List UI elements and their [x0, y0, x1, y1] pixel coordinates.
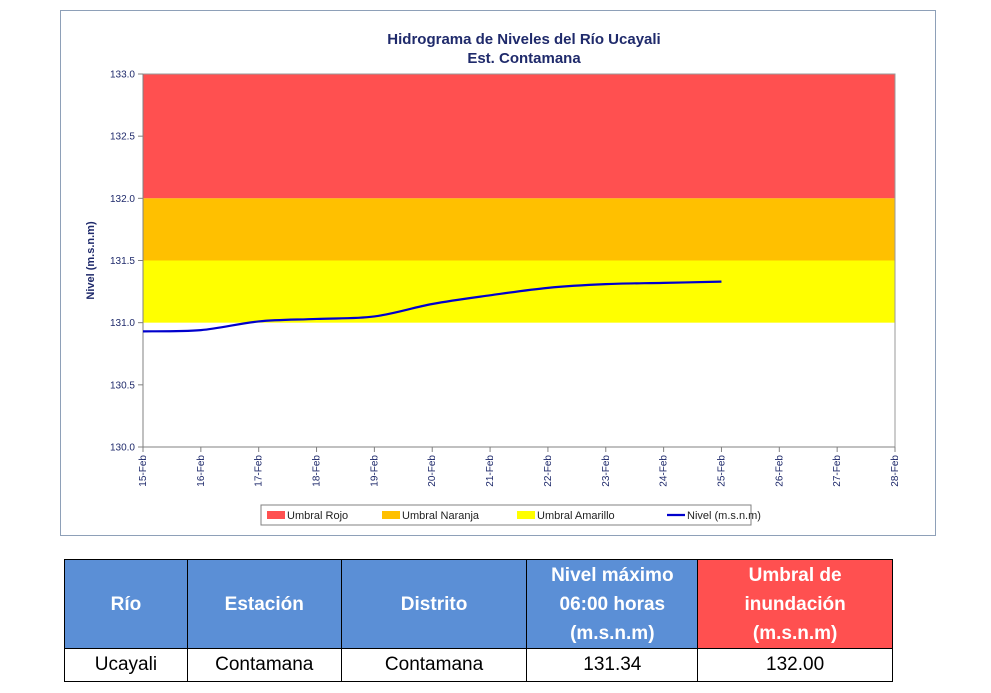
x-tick-label: 23-Feb: [601, 455, 612, 487]
legend-label: Umbral Naranja: [402, 510, 480, 522]
x-tick-label: 15-Feb: [138, 455, 149, 487]
y-tick-label: 132.5: [110, 132, 135, 143]
y-tick-label: 130.5: [110, 380, 135, 391]
legend-label: Umbral Rojo: [287, 510, 348, 522]
y-axis-label: Nivel (m.s.n.m): [85, 221, 97, 300]
hydrograph-chart: Hidrograma de Niveles del Río Ucayali Es…: [85, 31, 901, 526]
header-nivel-maximo: Nivel máximo 06:00 horas (m.s.n.m): [526, 559, 699, 649]
x-tick-label: 26-Feb: [774, 455, 785, 487]
info-table: Río Estación Distrito Nivel máximo 06:00…: [64, 559, 893, 682]
y-axis-ticks: 130.0 130.5 131.0 131.5 132.0 132.5 133.0: [110, 70, 143, 454]
chart-subtitle: Est. Contamana: [467, 50, 581, 67]
header-rio: Río: [64, 559, 188, 649]
y-tick-label: 132.0: [110, 194, 135, 205]
chart-frame: Hidrograma de Niveles del Río Ucayali Es…: [60, 10, 936, 536]
x-tick-label: 25-Feb: [716, 455, 727, 487]
x-tick-label: 22-Feb: [543, 455, 554, 487]
legend-label: Umbral Amarillo: [537, 510, 615, 522]
x-tick-label: 20-Feb: [427, 455, 438, 487]
legend-label: Nivel (m.s.n.m): [687, 510, 761, 522]
header-distrito: Distrito: [340, 559, 528, 649]
series-line-nivel: [142, 280, 722, 333]
band-1: [143, 198, 895, 261]
table-header-row: Río Estación Distrito Nivel máximo 06:00…: [64, 559, 893, 649]
legend-swatch: [517, 511, 535, 519]
x-tick-label: 16-Feb: [196, 455, 207, 487]
cell-umbral-inundacion: 132.00: [697, 648, 893, 682]
cell-distrito: Contamana: [340, 648, 528, 682]
x-tick-label: 19-Feb: [369, 455, 380, 487]
x-tick-label: 17-Feb: [254, 455, 265, 487]
y-tick-label: 130.0: [110, 443, 135, 454]
table-row: Ucayali Contamana Contamana 131.34 132.0…: [64, 648, 893, 682]
cell-rio: Ucayali: [64, 648, 188, 682]
header-estacion: Estación: [186, 559, 342, 649]
x-tick-label: 28-Feb: [890, 455, 901, 487]
x-axis-ticks: 15-Feb 16-Feb 17-Feb 18-Feb 19-Feb 20-Feb 21-F…: [138, 447, 901, 487]
x-tick-label: 27-Feb: [832, 455, 843, 487]
x-tick-label: 21-Feb: [485, 455, 496, 487]
header-umbral-inundacion: Umbral de inundación (m.s.n.m): [697, 559, 893, 649]
legend: Umbral Rojo Umbral Naranja Umbral Amarillo…: [260, 504, 761, 526]
x-tick-label: 24-Feb: [659, 455, 670, 487]
cell-estacion: Contamana: [186, 648, 342, 682]
y-tick-label: 131.5: [110, 256, 135, 267]
y-tick-label: 131.0: [110, 318, 135, 329]
legend-swatch: [267, 511, 285, 519]
chart-title: Hidrograma de Niveles del Río Ucayali: [387, 31, 660, 48]
y-tick-label: 133.0: [110, 70, 135, 81]
cell-nivel-maximo: 131.34: [526, 648, 699, 682]
legend-swatch: [382, 511, 400, 519]
legend-box: [260, 504, 752, 526]
threshold-bands: [143, 74, 895, 323]
band-0: [143, 74, 895, 199]
x-tick-label: 18-Feb: [312, 455, 323, 487]
